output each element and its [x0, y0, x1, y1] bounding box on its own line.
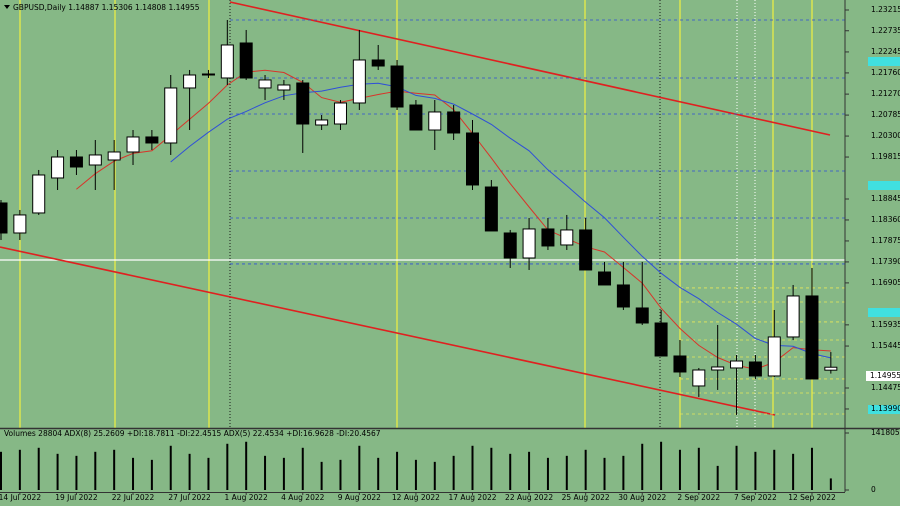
candle-body: [579, 229, 593, 271]
candle-body: [598, 271, 612, 286]
x-tick-label: 4 Aug 2022: [281, 493, 324, 502]
candle-body: [32, 174, 46, 214]
current-price: 1.14955: [870, 371, 900, 380]
candle-body: [13, 214, 27, 234]
x-tick-label: 25 Aug 2022: [562, 493, 610, 502]
x-tick-label: 17 Aug 2022: [448, 493, 496, 502]
x-tick-label: 22 Jul 2022: [112, 493, 155, 502]
candle-body: [673, 355, 687, 373]
volume-tick-label: 0: [871, 485, 876, 494]
candle-body: [503, 232, 517, 259]
candle-body: [541, 228, 555, 247]
candle-body: [296, 82, 310, 125]
candle-body: [409, 104, 423, 131]
y-tick-label: 1.23215: [871, 5, 900, 14]
x-tick-label: 22 Aug 2022: [505, 493, 553, 502]
candle-body: [466, 132, 479, 186]
trend-line: [0, 246, 776, 416]
y-tick-label: 1.18360: [871, 215, 900, 224]
candle-body: [824, 366, 838, 371]
moving-average: [170, 82, 831, 359]
candle-body: [107, 151, 121, 161]
y-tick-label: 1.22735: [871, 26, 900, 35]
price-highlight: [868, 308, 900, 317]
candle-body: [522, 228, 536, 259]
candle-body: [239, 42, 253, 79]
candle-body: [805, 295, 819, 380]
y-tick-label: 1.14475: [871, 383, 900, 392]
candle-body: [183, 74, 197, 89]
volume-tick-label: 141805: [871, 428, 900, 437]
plot-area: [0, 0, 845, 428]
x-tick-label: 2 Sep 2022: [677, 493, 720, 502]
candle-body: [88, 154, 102, 166]
candle-body: [126, 136, 140, 153]
x-tick-label: 9 Aug 2022: [338, 493, 381, 502]
candle-body: [560, 229, 574, 246]
candle-body: [69, 156, 83, 168]
candle-body: [220, 44, 234, 79]
volume-layer: 0 141805: [0, 428, 900, 494]
y-tick-label: 1.18845: [871, 194, 900, 203]
trend-line: [229, 1, 831, 136]
x-tick-label: 1 Aug 2022: [225, 493, 268, 502]
y-tick-label: 1.15935: [871, 320, 900, 329]
menu-arrow: [4, 5, 10, 9]
x-tick-label: 12 Sep 2022: [788, 493, 836, 502]
y-tick-label: 1.20300: [871, 131, 900, 140]
candle-body: [654, 322, 668, 357]
candle-body: [145, 136, 159, 144]
candle-body: [258, 79, 272, 89]
y-tick-label: 1.16905: [871, 278, 900, 287]
price-highlight: [868, 181, 900, 190]
candle-body: [767, 336, 781, 377]
candle-body: [277, 84, 291, 91]
price-highlight: [868, 57, 900, 66]
y-tick-label: 1.20785: [871, 110, 900, 119]
price-scale: [845, 0, 900, 506]
candle-body: [635, 307, 649, 324]
x-label-layer: 14 Jul 2022 19 Jul 2022 22 Jul 2022 27 Jul …: [0, 492, 836, 502]
candle-body: [616, 284, 630, 308]
x-tick-label: 7 Sep 2022: [734, 493, 777, 502]
y-tick-label: 1.15445: [871, 341, 900, 350]
x-tick-label: 27 Jul 2022: [168, 493, 211, 502]
candle-body: [201, 73, 215, 76]
candle-body: [164, 87, 178, 144]
y-tick-label: 1.19815: [871, 152, 900, 161]
candle-layer: [0, 19, 838, 415]
x-tick-label: 30 Aug 2022: [618, 493, 666, 502]
candle-body: [428, 111, 442, 131]
x-tick-label: 19 Jul 2022: [55, 493, 98, 502]
candle-body: [692, 369, 706, 387]
y-tick-label: 1.21760: [871, 68, 900, 77]
candle-body: [390, 65, 404, 108]
candle-body: [51, 156, 65, 179]
candle-body: [0, 202, 8, 234]
candle-body: [352, 59, 366, 104]
y-tick-label: 1.13990: [871, 404, 900, 413]
candle-body: [730, 360, 744, 369]
current-price-box: [866, 371, 900, 381]
y-tick-label: 1.17390: [871, 257, 900, 266]
candle-body: [447, 111, 461, 134]
candle-body: [333, 102, 347, 125]
candle-body: [484, 186, 498, 232]
y-tick-label: 1.21270: [871, 89, 900, 98]
chart-title: GBPUSD,Daily 1.14887 1.15306 1.14808 1.1…: [13, 3, 200, 12]
candle-body: [711, 366, 725, 371]
tick-layer: 1.23215 1.22735 1.22245 1.21760 1.21270 1.207…: [845, 5, 900, 413]
volume-title: Volumes 28804 ADX(8) 25.2609 +DI:18.7811…: [4, 429, 381, 438]
y-tick-label: 1.22245: [871, 47, 900, 56]
x-tick-label: 12 Aug 2022: [392, 493, 440, 502]
x-tick-label: 14 Jul 2022: [0, 493, 41, 502]
y-tick-label: 1.17875: [871, 236, 900, 245]
candle-body: [786, 295, 800, 338]
candle-body: [748, 361, 762, 377]
candle-body: [315, 119, 329, 126]
price-highlight: [868, 405, 900, 414]
candle-body: [371, 59, 385, 67]
